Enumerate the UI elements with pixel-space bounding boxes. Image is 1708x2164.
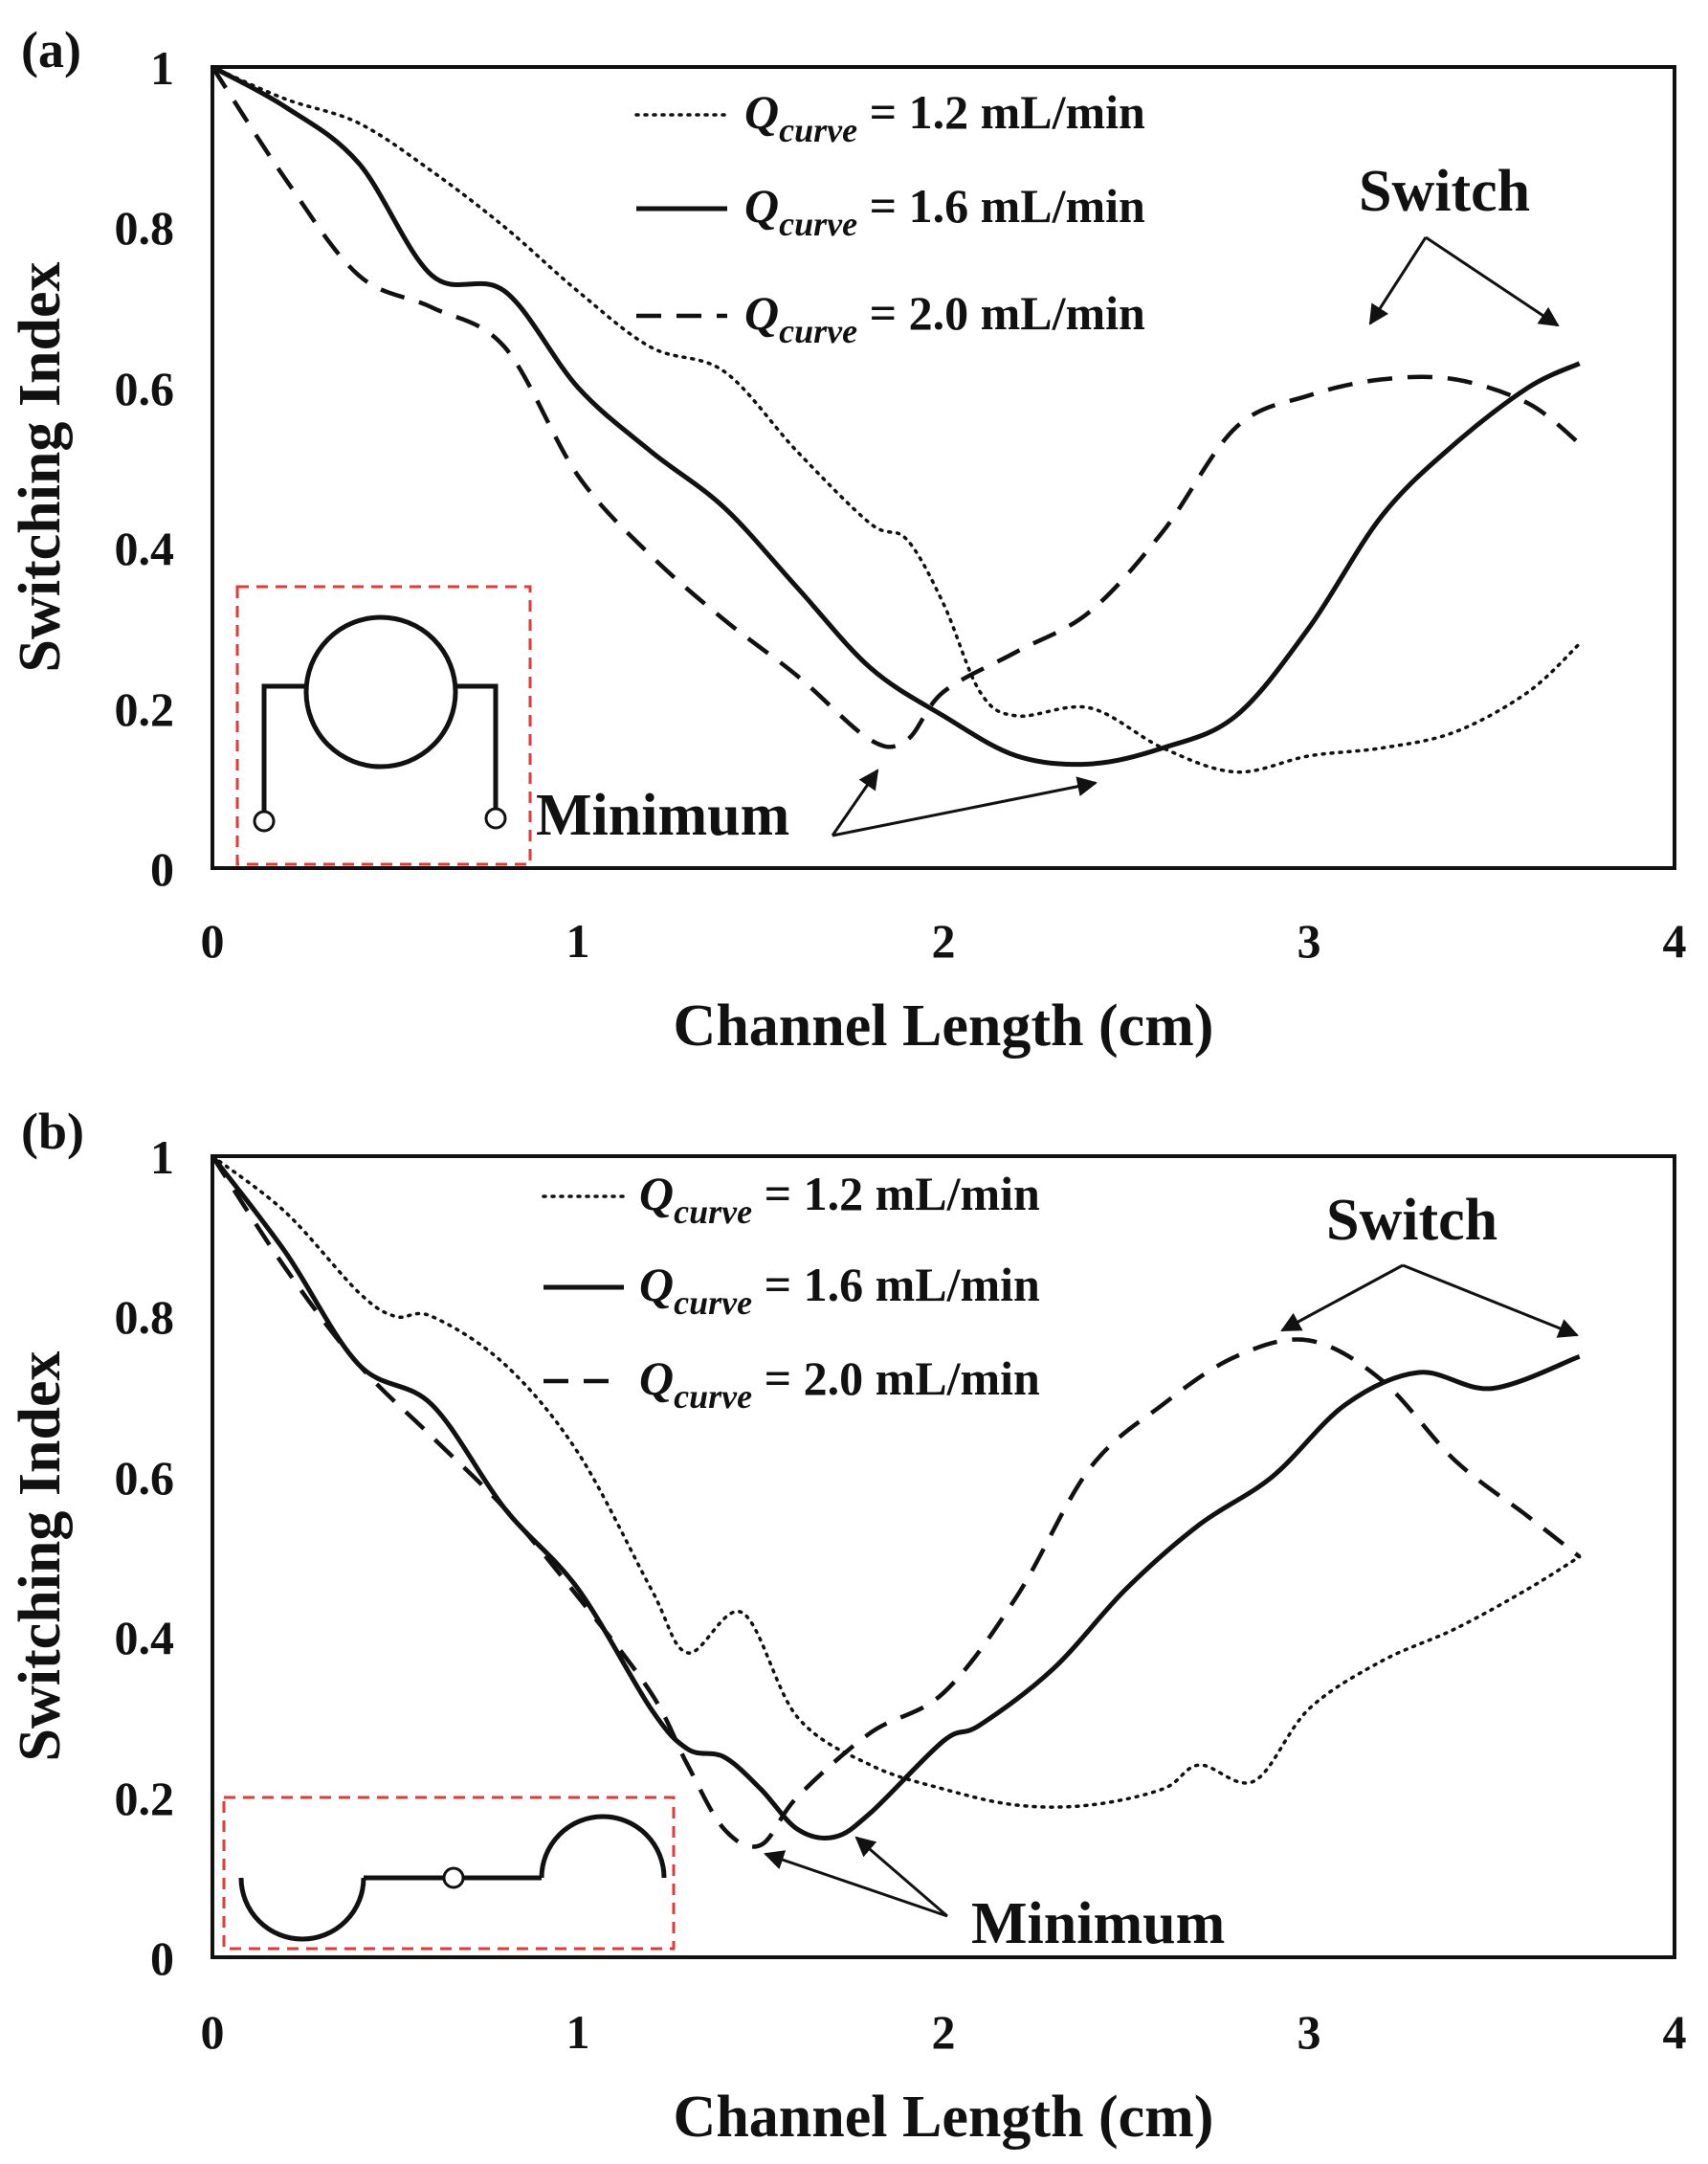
panel-a-minimum-arrow	[831, 769, 879, 837]
panel-b-inset-schematic	[222, 1796, 676, 1951]
panel-a-xtick-label: 3	[1298, 914, 1321, 968]
panel-b-inset-bend-left	[238, 1877, 366, 1942]
panel-b-series-q1-2	[211, 1154, 1582, 1809]
panel-a-minimum-arrow	[832, 776, 1098, 837]
panel-b-y-axis-title: Switching Index	[8, 1351, 73, 1762]
panel-a-switch-arrow	[1368, 236, 1428, 325]
panel-b-legend-entry: Qcurve = 1.2 mL/min	[639, 1167, 1040, 1231]
panel-b-minimum-annotation: Minimum	[971, 1891, 1225, 1956]
panel-a-plot-frame	[211, 65, 1676, 870]
panel-a-legend-entry: Qcurve = 2.0 mL/min	[744, 286, 1145, 350]
panel-b-ytick-label: 0.8	[115, 1290, 175, 1344]
panel-b-minimum-arrow	[854, 1836, 948, 1918]
panel-a-inset-port-left	[253, 810, 276, 833]
panel-a-xtick-label: 0	[201, 914, 225, 968]
panel-a: (a) 0 0.2 0.4 0.6 0.8 1 0 1 2 3 4 Channe…	[8, 21, 1687, 1059]
panel-b-ytick-label: 0.2	[115, 1772, 175, 1825]
panel-b-legend-entry: Qcurve = 2.0 mL/min	[639, 1351, 1040, 1416]
panel-b-label: (b)	[21, 1103, 84, 1160]
panel-b-xtick-label: 2	[932, 2005, 956, 2059]
panel-a-inset-channel-left	[261, 683, 306, 814]
panel-a-minimum-annotation: Minimum	[536, 783, 789, 848]
panel-b-ytick-label: 0.4	[115, 1611, 175, 1664]
panel-b-xtick-label: 3	[1298, 2005, 1321, 2059]
panel-b-xtick-label: 4	[1663, 2005, 1687, 2059]
panel-b-legend: Qcurve = 1.2 mL/min Qcurve = 1.6 mL/min …	[542, 1167, 1040, 1416]
panel-a-switch-arrow	[1425, 235, 1560, 327]
panel-a-inset-channel-right	[455, 683, 499, 814]
panel-a-xtick-label: 1	[566, 914, 590, 968]
panel-a-series-q1-6	[211, 64, 1581, 768]
panel-b-ytick-label: 0	[150, 1931, 174, 1985]
panel-b-inset-port	[442, 1866, 465, 1889]
panel-a-ytick-label: 0.6	[115, 362, 175, 415]
panel-a-ytick-label: 0.2	[115, 682, 175, 736]
panel-b-inset-bend-right	[539, 1814, 667, 1879]
panel-a-inset-loop	[303, 614, 458, 770]
panel-a-x-axis-title: Channel Length (cm)	[674, 993, 1214, 1059]
panel-b-ytick-label: 1	[150, 1130, 174, 1184]
panel-b-switch-arrow	[1280, 1263, 1404, 1332]
panel-b-xtick-label: 0	[201, 2005, 225, 2059]
panel-a-ytick-label: 0.4	[115, 522, 175, 575]
panel-a-xtick-label: 4	[1663, 914, 1687, 968]
panel-b-ytick-label: 0.6	[115, 1451, 175, 1505]
panel-b-xtick-label: 1	[566, 2005, 590, 2059]
panel-b-legend-entry: Qcurve = 1.6 mL/min	[639, 1258, 1040, 1322]
panel-a-label: (a)	[21, 21, 81, 78]
panel-b-switch-arrow	[1402, 1263, 1579, 1338]
panel-a-ytick-label: 0.8	[115, 201, 175, 255]
panel-a-inset-port-right	[484, 807, 507, 830]
panel-a-switch-annotation: Switch	[1359, 159, 1530, 224]
panel-a-inset-schematic	[235, 585, 532, 866]
panel-a-y-axis-title: Switching Index	[8, 262, 73, 673]
panel-b-series-q1-6	[211, 1154, 1581, 1841]
panel-a-ytick-label: 0	[150, 842, 174, 896]
panel-a-xtick-label: 2	[932, 914, 956, 968]
panel-b-x-axis-title: Channel Length (cm)	[674, 2085, 1214, 2150]
panel-a-legend: Qcurve = 1.2 mL/min Qcurve = 1.6 mL/min …	[634, 85, 1145, 350]
panel-a-series-q2-0	[211, 65, 1582, 749]
panel-b-minimum-arrow	[764, 1850, 948, 1918]
panel-b-series-q2-0	[211, 1154, 1582, 1849]
panel-b-inset-frame	[222, 1796, 676, 1951]
panel-b: (b) 0 0.2 0.4 0.6 0.8 1 0 1 2 3 4 Channe…	[8, 1103, 1687, 2150]
panel-b-switch-annotation: Switch	[1326, 1188, 1497, 1253]
panel-a-legend-entry: Qcurve = 1.2 mL/min	[744, 85, 1145, 149]
panel-b-plot-frame	[211, 1154, 1676, 1959]
panel-a-series-q1-2	[211, 65, 1582, 774]
panel-a-ytick-label: 1	[150, 41, 174, 95]
panel-a-inset-frame	[235, 585, 532, 866]
panel-a-legend-entry: Qcurve = 1.6 mL/min	[744, 179, 1145, 243]
